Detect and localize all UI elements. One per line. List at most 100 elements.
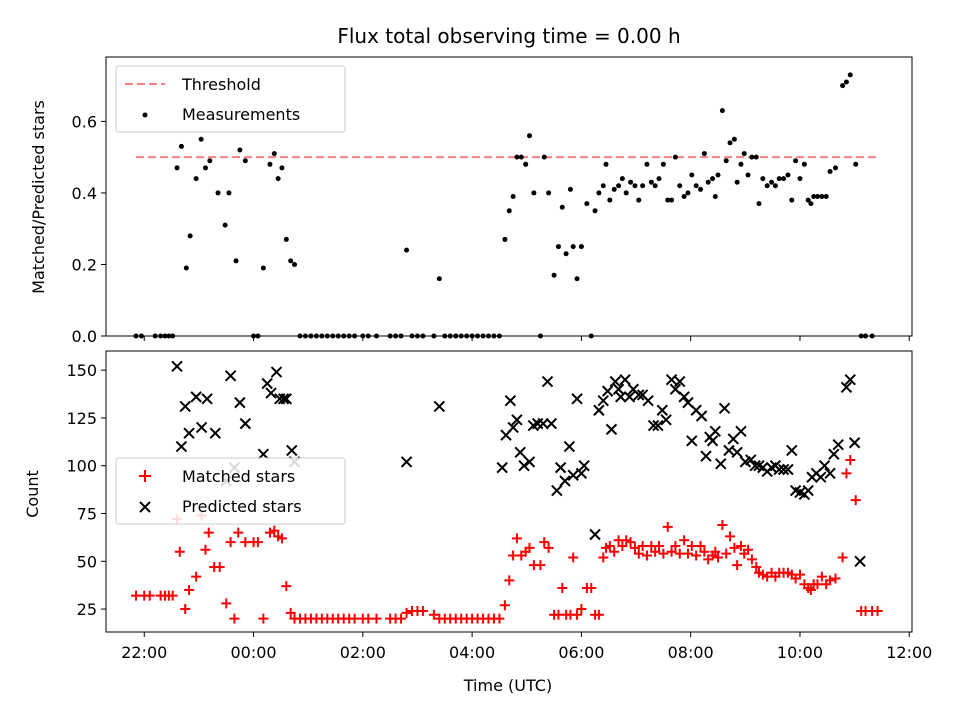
matched-star-point (729, 542, 740, 553)
predicted-star-point (277, 393, 290, 405)
chart-title: Flux total observing time = 0.00 h (337, 24, 680, 48)
measurement-point (607, 197, 613, 203)
predicted-star-point (782, 463, 794, 476)
predicted-star-point (818, 459, 831, 472)
measurement-point (723, 158, 729, 164)
measurement-point (785, 172, 791, 178)
measurement-point (769, 179, 775, 185)
predicted-star-point (695, 410, 708, 422)
matched-star-point (281, 581, 292, 592)
matched-star-point (144, 590, 155, 601)
measurement-point (222, 222, 228, 228)
measurement-point (764, 183, 770, 189)
count-legend: Matched stars Predicted stars (115, 457, 346, 525)
predicted-star-point (554, 461, 567, 474)
matched-star-point (401, 607, 412, 618)
measurement-point (551, 272, 557, 278)
predicted-star-point (545, 417, 558, 430)
measurement-point (193, 176, 199, 182)
measurement-point (174, 165, 180, 171)
predicted-star-point (175, 440, 188, 453)
measurement-point (693, 183, 699, 189)
matched-star-point (180, 604, 191, 615)
measurement-point (672, 154, 678, 160)
measurement-point (619, 176, 625, 182)
measurement-point (789, 197, 795, 203)
predicted-star-point (642, 394, 654, 407)
predicted-star-point (840, 381, 853, 394)
threshold-legend-label: Threshold (181, 75, 261, 94)
measurement-point (644, 161, 650, 167)
predicted-star-point (593, 404, 605, 416)
matched-star-point (872, 605, 883, 616)
matched-star-point (203, 527, 214, 538)
measurement-point (719, 108, 725, 114)
predicted-star-point (848, 437, 861, 449)
measurement-point (741, 151, 747, 157)
matched-star-point (586, 583, 597, 594)
matched-star-point (221, 598, 232, 609)
matched-star-point (658, 548, 669, 559)
predicted-star-point (514, 446, 526, 459)
predicted-star-point (647, 419, 660, 432)
count-y-tick-label: 50 (77, 552, 97, 571)
measurement-point (734, 179, 740, 185)
matched-star-point (662, 521, 673, 532)
predicted-star-point (239, 417, 252, 430)
predicted-star-point (844, 373, 856, 386)
ratio-plot-area (133, 72, 877, 339)
predicted-star-point (518, 459, 530, 472)
predicted-star-point (824, 467, 836, 480)
matched-star-point (666, 546, 677, 557)
matched-star-point (524, 542, 535, 553)
matched-star-point (641, 550, 652, 561)
measurement-point (705, 179, 711, 185)
measurement-point (215, 190, 221, 196)
matched-star-point (812, 579, 823, 590)
matched-star-point (850, 495, 861, 506)
measurement-point (753, 154, 759, 160)
predicted-star-point (832, 438, 844, 451)
count-x-ticks: 22:00 00:00 02:00 04:00 06:00 08:00 10:00 12:00 (121, 632, 932, 662)
predicted-star-point (507, 421, 519, 434)
predicted-star-point (234, 396, 246, 409)
matched-star-point (825, 575, 836, 586)
measurement-point (772, 183, 778, 189)
ratio-y-tick-label: 0.2 (72, 255, 97, 274)
predicted-star-point (433, 400, 446, 413)
measurement-point (555, 244, 561, 250)
matched-star-point (285, 607, 296, 618)
predicted-star-point (575, 467, 588, 480)
measurement-point (745, 172, 751, 178)
measurement-point (502, 236, 508, 242)
matched-star-point (568, 552, 579, 563)
measurement-point (603, 161, 609, 167)
predicted-star-point (802, 484, 814, 497)
count-y-tick-label: 100 (66, 457, 97, 476)
matched-star-point (621, 535, 632, 546)
measurement-point (574, 276, 580, 282)
matched-star-point (200, 544, 211, 555)
predicted-star-point (656, 404, 668, 416)
measurement-point (712, 194, 718, 199)
predicted-star-point (777, 463, 790, 476)
measurement-point (801, 161, 807, 167)
measurement-point (738, 161, 744, 167)
predicted-star-point (171, 360, 183, 373)
matched-star-point (691, 550, 702, 561)
ratio-legend-box (115, 65, 346, 133)
measurement-point (600, 183, 606, 189)
predicted-star-point (674, 375, 686, 388)
matched-star-point (805, 584, 816, 595)
predicted-star-point (190, 391, 202, 403)
measurement-point (275, 176, 281, 182)
x-tick-label: 02:00 (340, 643, 386, 662)
measurement-point (731, 136, 737, 142)
measurement-point (756, 201, 762, 207)
predicted-star-point (660, 414, 672, 426)
measurement-point (198, 136, 204, 142)
matched-star-point (751, 562, 762, 573)
predicted-star-point (619, 373, 631, 386)
ratio-panel: Flux total observing time = 0.00 h Match… (29, 24, 913, 346)
measurement-point (207, 158, 213, 164)
